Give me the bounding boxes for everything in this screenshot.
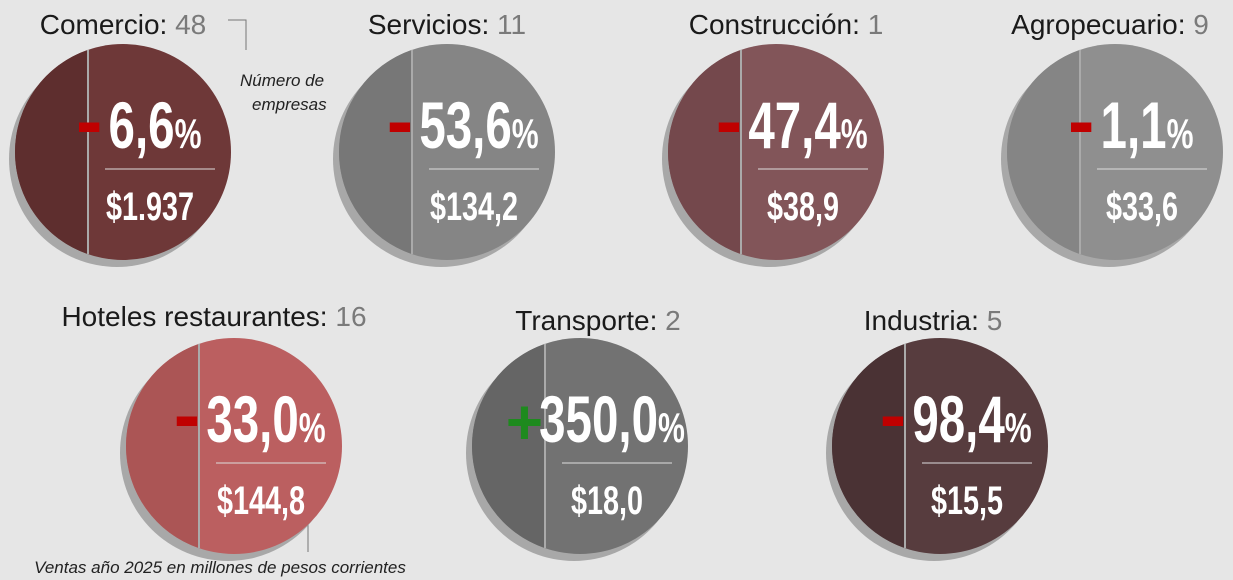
sector-count: 48 <box>175 9 206 40</box>
sector-count: 16 <box>335 301 366 332</box>
change-sign: + <box>506 386 543 458</box>
disc-left <box>1007 49 1080 255</box>
change-text: 33,0% <box>206 383 325 456</box>
sector-name: Servicios: <box>368 9 489 40</box>
sales: $33,6 <box>1106 184 1178 229</box>
sector-title: Comercio: 48 <box>40 9 207 40</box>
change-text: 47,4% <box>748 89 867 162</box>
change-sign: - <box>1068 76 1095 165</box>
sector-title: Hoteles restaurantes: 16 <box>61 301 366 332</box>
sales: $134,2 <box>430 184 518 229</box>
sector-count: 2 <box>665 305 681 336</box>
sector-title: Construcción: 1 <box>689 9 884 40</box>
sector-count: 9 <box>1193 9 1209 40</box>
sector-count: 11 <box>497 9 526 40</box>
sales-value: $15,5 <box>931 478 1003 523</box>
sales-value: $38,9 <box>767 184 839 229</box>
sector-name: Industria: <box>864 305 979 336</box>
sales-value: $144,8 <box>217 478 305 523</box>
change-unit: % <box>841 110 868 157</box>
change: 6,6% <box>109 89 202 162</box>
change-value: 47,4 <box>748 89 840 162</box>
sector-title: Transporte: 2 <box>515 305 681 336</box>
change-value: 33,0 <box>206 383 298 456</box>
disc-left <box>471 343 545 549</box>
sector-name: Transporte: <box>515 305 657 336</box>
sales: $144,8 <box>217 478 305 523</box>
annotation: Ventas año 2025 en millones de pesos cor… <box>34 558 406 577</box>
change-value: 350,0 <box>539 383 658 456</box>
change-text: 350,0% <box>539 383 685 456</box>
sector-name: Hoteles restaurantes: <box>61 301 327 332</box>
change-sign: - <box>387 76 414 165</box>
change: 350,0% <box>539 383 685 456</box>
change: 1,1% <box>1101 89 1194 162</box>
change: 53,6% <box>419 89 538 162</box>
change-sign: - <box>716 76 743 165</box>
change-unit: % <box>1167 110 1194 157</box>
callout-line <box>228 19 247 50</box>
sales: $38,9 <box>767 184 839 229</box>
change-value: 53,6 <box>419 89 511 162</box>
change-text: 53,6% <box>419 89 538 162</box>
disc-left <box>339 49 412 255</box>
sales: $1.937 <box>106 184 194 229</box>
change-value: 98,4 <box>912 383 1004 456</box>
change-unit: % <box>512 110 539 157</box>
sales-value: $33,6 <box>1106 184 1178 229</box>
disc-left <box>14 49 89 255</box>
disc-left <box>125 343 199 549</box>
annotation: Número de <box>240 71 324 90</box>
change-unit: % <box>1005 404 1032 451</box>
change: 33,0% <box>206 383 325 456</box>
change-value: 6,6 <box>109 89 175 162</box>
sector-title: Servicios: 11 <box>368 9 526 40</box>
change-sign: - <box>880 370 907 459</box>
sales-value: $18,0 <box>571 478 643 523</box>
sector: Industria: 598,4%-$15,5 <box>826 305 1048 561</box>
sector-name: Agropecuario: <box>1011 9 1185 40</box>
sales-value: $1.937 <box>106 184 194 229</box>
change-text: 1,1% <box>1101 89 1194 162</box>
sales-value: $134,2 <box>430 184 518 229</box>
change-sign: - <box>174 370 201 459</box>
change-sign: - <box>76 76 103 165</box>
sector: Agropecuario: 91,1%-$33,6 <box>1001 9 1223 267</box>
sector-count: 1 <box>868 9 884 40</box>
change-unit: % <box>299 404 326 451</box>
sector-name: Construcción: <box>689 9 860 40</box>
annotation: empresas <box>252 95 327 114</box>
sector-name: Comercio: <box>40 9 168 40</box>
sector-title: Agropecuario: 9 <box>1011 9 1209 40</box>
sector: Construcción: 147,4%-$38,9 <box>662 9 884 267</box>
sector: Comercio: 486,6%-$1.937 <box>9 9 231 267</box>
change-unit: % <box>658 404 685 451</box>
disc-left <box>668 49 741 255</box>
sector-count: 5 <box>987 305 1003 336</box>
sector-title: Industria: 5 <box>864 305 1003 336</box>
change-value: 1,1 <box>1101 89 1167 162</box>
sales: $15,5 <box>931 478 1003 523</box>
change-unit: % <box>175 110 202 157</box>
change: 47,4% <box>748 89 867 162</box>
change-text: 98,4% <box>912 383 1031 456</box>
disc-left <box>832 343 905 549</box>
change: 98,4% <box>912 383 1031 456</box>
change-text: 6,6% <box>109 89 202 162</box>
sales: $18,0 <box>571 478 643 523</box>
